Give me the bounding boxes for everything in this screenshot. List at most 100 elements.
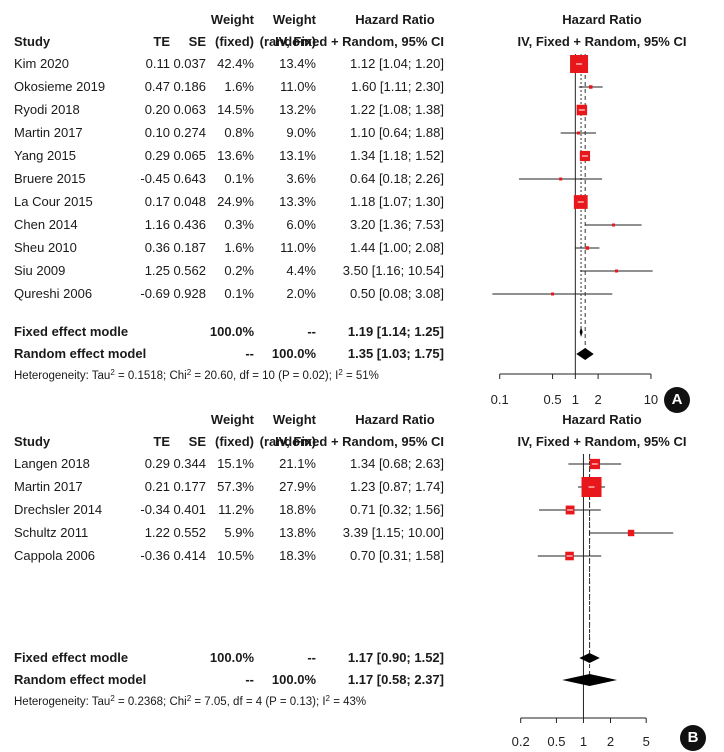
study-weight-fixed: 10.5% (217, 548, 254, 563)
study-hazard-ratio: 1.34 [1.18; 1.52] (350, 148, 444, 163)
study-te: 0.11 (145, 56, 170, 71)
study-te: 0.36 (144, 240, 170, 255)
heterogeneity-mid: = 0.2368; Chi (114, 696, 187, 708)
x-tick-label-5: 10 (644, 392, 658, 407)
header-study: Study (14, 34, 51, 49)
study-name: Martin 2017 (14, 479, 83, 494)
x-tick-label-5: 5 (643, 734, 650, 749)
fixed-effect-diamond (579, 653, 600, 663)
fixed-effect-hazard-ratio: 1.17 [0.90; 1.52] (347, 650, 444, 665)
study-se: 0.037 (173, 56, 206, 71)
study-te: 0.47 (144, 79, 170, 94)
study-hazard-ratio: 1.44 [1.00; 2.08] (350, 240, 444, 255)
header-hazard-ratio: Hazard Ratio (355, 12, 435, 27)
panel-label-badge: B (680, 725, 706, 751)
heterogeneity-text: Heterogeneity: Tau2 = 0.2368; Chi2 = 7.0… (14, 694, 366, 710)
study-te: 0.21 (144, 479, 170, 494)
study-name: Okosieme 2019 (14, 79, 106, 94)
study-hazard-ratio: 1.10 [0.64; 1.88] (350, 125, 444, 140)
study-name: Martin 2017 (14, 125, 83, 140)
header-hazard-ratio: Hazard Ratio (355, 412, 435, 427)
header-plot-title: Hazard Ratio (562, 12, 642, 27)
study-weight-random: 6.0% (286, 217, 316, 232)
study-hazard-ratio: 3.20 [1.36; 7.53] (350, 217, 444, 232)
header-fixed: (fixed) (215, 434, 254, 449)
study-weight-random: 13.2% (279, 102, 316, 117)
heterogeneity-sup2: 2 (186, 694, 192, 703)
effect-square-6 (559, 177, 563, 181)
random-effect-label: Random effect model (14, 346, 147, 361)
study-se: 0.274 (173, 125, 206, 140)
header-weight-random-word: Weight (272, 12, 316, 27)
study-weight-fixed: 0.1% (224, 171, 254, 186)
study-te: -0.36 (140, 548, 170, 563)
study-se: 0.552 (173, 525, 206, 540)
heterogeneity-pre: Heterogeneity: Tau (14, 370, 111, 382)
effect-square-8 (612, 223, 616, 227)
effect-square-2 (589, 85, 593, 89)
header-weight-fixed-word: Weight (210, 412, 254, 427)
random-effect-weight-fixed: -- (245, 672, 254, 687)
study-se: 0.063 (173, 102, 206, 117)
random-effect-diamond (562, 674, 618, 686)
fixed-effect-weight-random: -- (307, 324, 316, 339)
random-effect-weight-random: 100.0% (271, 672, 316, 687)
study-weight-random: 11.0% (280, 79, 316, 94)
x-tick-label-3: 1 (572, 392, 579, 407)
study-weight-random: 18.3% (279, 548, 316, 563)
study-weight-fixed: 24.9% (217, 194, 254, 209)
fixed-effect-hazard-ratio: 1.19 [1.14; 1.25] (347, 324, 444, 339)
x-tick-label-3: 1 (580, 734, 587, 749)
study-weight-fixed: 0.1% (224, 286, 254, 301)
study-hazard-ratio: 0.70 [0.31; 1.58] (350, 548, 444, 563)
study-weight-random: 13.1% (279, 148, 316, 163)
heterogeneity-sup3: 2 (338, 368, 343, 377)
study-name: Bruere 2015 (14, 171, 86, 186)
study-hazard-ratio: 0.50 [0.08; 3.08] (350, 286, 444, 301)
study-te: -0.34 (140, 502, 170, 517)
study-weight-random: 27.9% (279, 479, 316, 494)
study-name: Cappola 2006 (14, 548, 95, 563)
study-weight-random: 9.0% (286, 125, 316, 140)
study-weight-fixed: 1.6% (224, 240, 254, 255)
panel-label-badge: A (664, 387, 690, 413)
study-hazard-ratio: 1.18 [1.07; 1.30] (350, 194, 444, 209)
x-tick-label-2: 0.5 (547, 734, 565, 749)
x-tick-label-4: 2 (607, 734, 614, 749)
heterogeneity-sup1: 2 (110, 694, 115, 703)
study-hazard-ratio: 1.34 [0.68; 2.63] (350, 456, 444, 471)
study-name: Qureshi 2006 (14, 286, 93, 301)
study-name: La Cour 2015 (14, 194, 93, 209)
study-weight-random: 21.1% (279, 456, 316, 471)
study-weight-fixed: 13.6% (217, 148, 254, 163)
fixed-effect-weight-random: -- (307, 650, 316, 665)
study-hazard-ratio: 0.71 [0.32; 1.56] (350, 502, 444, 517)
study-te: 0.29 (144, 148, 170, 163)
study-weight-random: 18.8% (279, 502, 316, 517)
forest-plot-panel-a: Weight Weight Hazard Ratio Hazard Ratio Stud… (14, 12, 690, 413)
study-weight-fixed: 0.3% (224, 217, 254, 232)
fixed-effect-weight-fixed: 100.0% (209, 650, 254, 665)
study-te: -0.45 (140, 171, 170, 186)
study-se: 0.562 (173, 263, 206, 278)
study-name: Siu 2009 (14, 263, 66, 278)
header-te: TE (153, 34, 170, 49)
x-tick-label-2: 0.5 (544, 392, 562, 407)
study-se: 0.177 (173, 479, 206, 494)
study-weight-fixed: 42.4% (217, 56, 254, 71)
study-te: 0.10 (144, 125, 170, 140)
heterogeneity-post: = 51% (342, 370, 379, 382)
study-te: 0.29 (144, 456, 170, 471)
study-hazard-ratio: 1.60 [1.11; 2.30] (351, 79, 444, 94)
study-name: Yang 2015 (14, 148, 76, 163)
study-weight-fixed: 57.3% (217, 479, 254, 494)
study-weight-random: 13.8% (279, 525, 316, 540)
study-weight-random: 11.0% (280, 240, 316, 255)
heterogeneity-mid2: = 7.05, df = 4 (P = 0.13); I (191, 696, 326, 708)
header-ci: IV, Fixed + Random, 95% CI (275, 434, 444, 449)
study-weight-random: 13.3% (279, 194, 316, 209)
heterogeneity-mid: = 0.1518; Chi (114, 370, 187, 382)
study-name: Drechsler 2014 (14, 502, 103, 517)
heterogeneity-sup3: 2 (325, 694, 330, 703)
header-weight-random-word: Weight (272, 412, 316, 427)
